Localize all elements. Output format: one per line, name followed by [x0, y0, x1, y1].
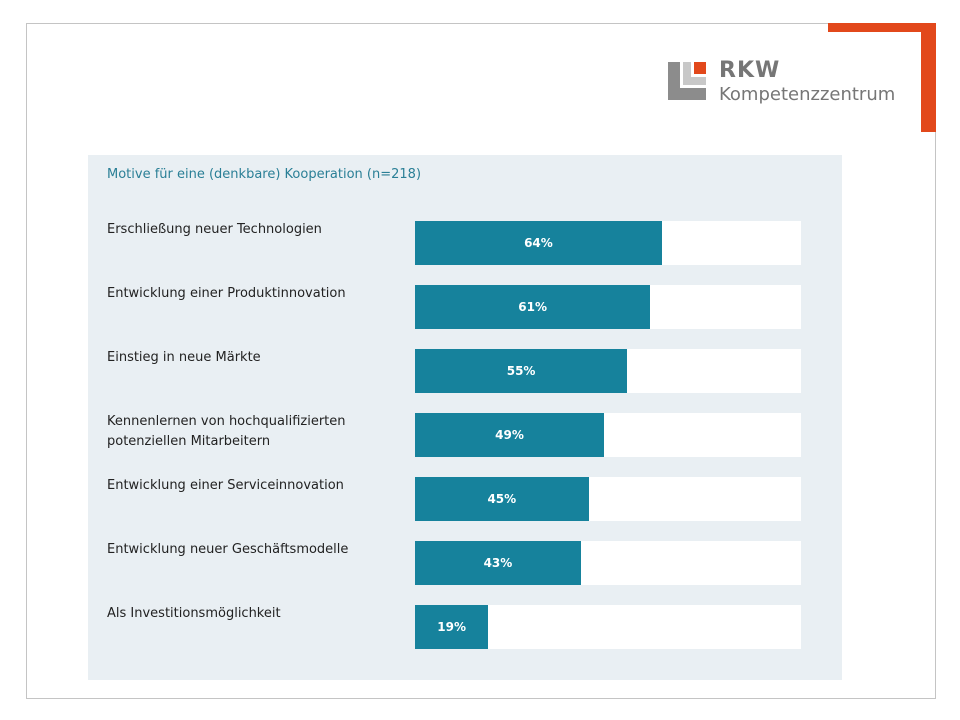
bar — [415, 285, 651, 329]
bar — [415, 541, 581, 585]
bar-value-label: 55% — [506, 364, 536, 378]
category-label: Einstieg in neue Märkte — [107, 350, 261, 365]
bar-value-label: 61% — [518, 300, 548, 314]
bar — [415, 605, 489, 649]
category-label: Entwicklung neuer Geschäftsmodelle — [107, 542, 349, 557]
bar-track: 43% — [415, 541, 801, 585]
category-label: Erschließung neuer Technologien — [107, 222, 322, 237]
bar-value-label: 49% — [495, 428, 524, 442]
bar — [415, 477, 589, 521]
corner-accent-top — [828, 23, 936, 32]
bar-value-label: 19% — [437, 620, 467, 634]
corner-accent-side — [921, 23, 936, 132]
bar-track: 19% — [415, 605, 801, 649]
bar-track: 61% — [415, 285, 801, 329]
bar-track: 49% — [415, 413, 801, 457]
bar-track: 45% — [415, 477, 801, 521]
category-label: Entwicklung einer Serviceinnovation — [107, 478, 344, 493]
slide-frame — [26, 23, 936, 699]
bar-value-label: 45% — [487, 492, 517, 506]
bar-track: 55% — [415, 349, 801, 393]
bar — [415, 349, 628, 393]
category-label: Als Investitionsmöglichkeit — [107, 606, 281, 621]
bar-value-label: 43% — [483, 556, 513, 570]
bar-track: 64% — [415, 221, 801, 265]
logo-name: RKW — [719, 58, 781, 83]
chart-panel: Motive für eine (denkbare) Kooperation (… — [88, 155, 842, 680]
chart-title: Motive für eine (denkbare) Kooperation (… — [107, 167, 422, 182]
rkw-logo-mark-icon — [668, 62, 706, 100]
bar — [415, 413, 605, 457]
category-label: Kennenlernen von hochqualifizierten pote… — [107, 414, 346, 449]
category-label: Entwicklung einer Produktinnovation — [107, 286, 346, 301]
logo-subtitle: Kompetenzzentrum — [719, 84, 896, 105]
bar-value-label: 64% — [524, 236, 553, 250]
bar — [415, 221, 662, 265]
